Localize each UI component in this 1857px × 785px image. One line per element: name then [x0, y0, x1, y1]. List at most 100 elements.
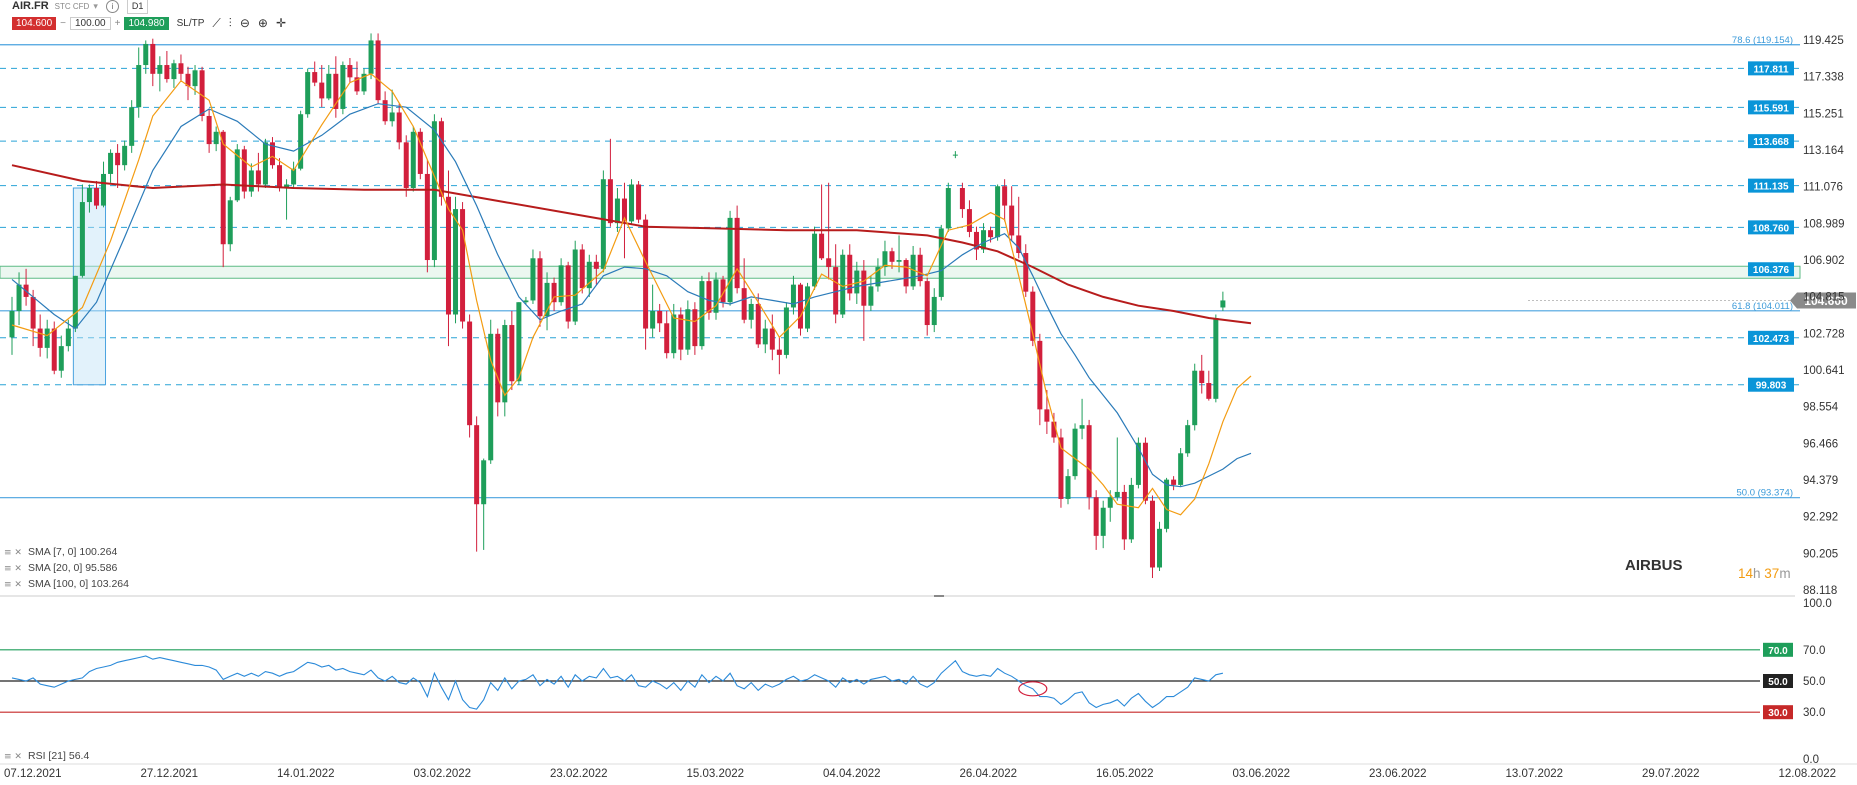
- pane-resize-handle[interactable]: [934, 595, 944, 597]
- sltp-button[interactable]: SL/TP: [176, 17, 205, 29]
- candle-body: [460, 209, 466, 322]
- candle-body: [614, 198, 620, 224]
- candle-body: [354, 77, 360, 92]
- legend-label: SMA [7, 0] 100.264: [28, 546, 117, 558]
- candle-body: [220, 131, 226, 245]
- candlestick-icon[interactable]: ⫶: [228, 15, 232, 30]
- candle-body: [1044, 409, 1050, 422]
- zoom-in-icon[interactable]: ⊕: [257, 16, 268, 30]
- level-tag: [1748, 377, 1794, 392]
- candle-body: [607, 179, 613, 224]
- candle-body: [1065, 476, 1071, 499]
- candle-body: [952, 154, 958, 156]
- candle-body: [572, 249, 578, 322]
- candle-body: [664, 323, 670, 354]
- level-tag-label: 117.811: [1753, 64, 1788, 75]
- level-tag: [1748, 134, 1794, 149]
- symbol-label[interactable]: AIR.FR: [12, 0, 49, 12]
- crosshair-icon[interactable]: ✛: [275, 16, 286, 30]
- legend-label: SMA [20, 0] 95.586: [28, 562, 117, 574]
- candle-body: [896, 260, 902, 262]
- level-tag: [1748, 100, 1794, 115]
- candle-body: [1079, 425, 1085, 429]
- sma20-line: [11, 103, 1252, 488]
- candle-body: [284, 184, 290, 189]
- candle-body: [79, 202, 85, 276]
- candle-body: [840, 254, 846, 315]
- candle-body: [685, 309, 691, 350]
- candle-body: [657, 310, 663, 324]
- legend-settings-icon[interactable]: ≡ ✕: [4, 580, 22, 590]
- fibonacci-label: 61.8 (104.011): [1732, 301, 1793, 312]
- candle-body: [424, 173, 430, 261]
- candle-body: [593, 261, 599, 269]
- candle-body: [1100, 507, 1106, 536]
- candle-body: [699, 281, 705, 347]
- level-tag-label: 106.376: [1753, 265, 1790, 276]
- rsi-level-label: 70.0: [1768, 646, 1788, 657]
- candle-body: [382, 100, 388, 122]
- chevron-down-icon[interactable]: ▾: [93, 0, 98, 11]
- price-axis-tick: 119.425: [1803, 35, 1844, 47]
- candle-body: [51, 328, 57, 371]
- price-axis-tick: 98.554: [1803, 402, 1839, 414]
- info-icon[interactable]: i: [105, 0, 119, 13]
- time-axis-tick: 13.07.2022: [1506, 768, 1564, 780]
- candle-body: [1121, 491, 1127, 540]
- candle-body: [361, 73, 367, 92]
- buy-button[interactable]: 104.980: [124, 16, 169, 30]
- level-tag-label: 115.591: [1753, 103, 1789, 114]
- candle-body: [988, 230, 994, 238]
- candle-body: [101, 173, 107, 206]
- candle-body: [720, 279, 726, 303]
- candle-body: [1149, 500, 1155, 568]
- legend-settings-icon[interactable]: ≡ ✕: [4, 752, 22, 762]
- candle-body: [671, 314, 677, 354]
- time-axis-tick: 23.02.2022: [550, 768, 608, 780]
- candle-body: [882, 251, 888, 268]
- candle-body: [157, 65, 163, 74]
- time-axis-tick: 14.01.2022: [277, 768, 335, 780]
- candle-body: [790, 284, 796, 308]
- zoom-out-icon[interactable]: ⊖: [239, 16, 250, 30]
- level-tag-label: 99.803: [1756, 381, 1787, 392]
- candle-body: [776, 349, 782, 355]
- sma100-line: [11, 164, 1252, 325]
- candle-body: [741, 288, 747, 320]
- sell-button[interactable]: 104.600: [12, 16, 57, 30]
- quantity-input[interactable]: 100.00: [70, 16, 111, 30]
- candle-body: [544, 282, 550, 317]
- rsi-axis-tick: 0.0: [1803, 754, 1819, 766]
- legend-settings-icon[interactable]: ≡ ✕: [4, 548, 22, 558]
- candle-body: [706, 281, 712, 313]
- candle-body: [319, 82, 325, 99]
- line-chart-icon[interactable]: ⟋: [212, 15, 221, 30]
- legend-settings-icon[interactable]: ≡ ✕: [4, 564, 22, 574]
- candle-body: [586, 261, 592, 289]
- candle-body: [868, 286, 874, 306]
- candle-body: [150, 43, 156, 74]
- price-axis-tick: 102.728: [1803, 328, 1845, 340]
- candle-body: [178, 63, 184, 74]
- candle-body: [277, 165, 283, 189]
- candle-body: [1192, 370, 1198, 426]
- candle-body: [1093, 497, 1099, 536]
- candle-body: [58, 346, 64, 371]
- current-price-tag: [1790, 292, 1856, 309]
- candle-body: [727, 217, 733, 303]
- increase-quantity-button[interactable]: +: [114, 17, 121, 29]
- candle-body: [805, 286, 811, 329]
- candle-body: [129, 107, 135, 146]
- candle-body: [1128, 484, 1134, 540]
- rsi-level-label: 50.0: [1768, 677, 1788, 688]
- rsi-level-tag: [1763, 705, 1793, 720]
- candle-body: [1135, 442, 1141, 485]
- candle-body: [762, 328, 768, 345]
- price-axis-tick: 96.466: [1803, 438, 1838, 450]
- candle-body: [1016, 235, 1022, 254]
- instrument-name: AIRBUS: [1625, 557, 1683, 574]
- decrease-quantity-button[interactable]: −: [60, 17, 66, 29]
- candle-body: [621, 198, 627, 222]
- timeframe-select[interactable]: D1: [126, 0, 149, 14]
